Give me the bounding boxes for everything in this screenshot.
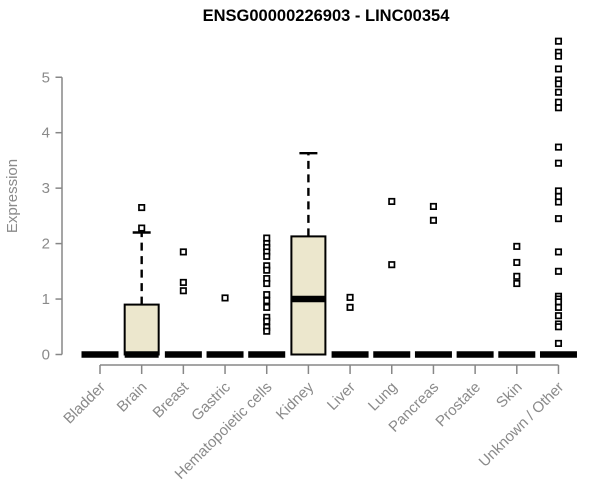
outlier-point <box>346 303 354 311</box>
outlier-point <box>388 197 396 206</box>
outlier-point <box>554 98 563 106</box>
outlier-point <box>429 216 437 224</box>
boxplot-gastric <box>206 294 244 358</box>
outlier-point <box>554 88 563 96</box>
outlier-point <box>263 297 271 305</box>
outlier-point <box>138 224 146 232</box>
box <box>123 303 160 356</box>
outlier-point <box>263 327 271 335</box>
outlier-point <box>513 242 521 250</box>
y-tick-label-0: 0 <box>42 347 50 364</box>
outlier-point <box>388 261 396 269</box>
outlier-point <box>179 248 187 256</box>
outlier-point <box>263 234 271 242</box>
x-tick-label-skin: Skin <box>493 379 526 412</box>
boxplot-liver <box>331 293 369 358</box>
plot-area <box>81 37 577 358</box>
outlier-point <box>429 202 437 210</box>
outlier-point <box>221 294 229 302</box>
outlier-point <box>554 248 563 256</box>
y-tick-label-1: 1 <box>42 291 50 308</box>
outlier-point <box>554 215 563 223</box>
outlier-point <box>554 267 563 275</box>
y-axis: 0 1 2 3 4 5 <box>42 69 63 364</box>
outlier-point <box>263 252 271 260</box>
outlier-point <box>263 317 271 325</box>
outlier-point <box>179 278 187 286</box>
outlier-point <box>554 192 563 201</box>
outlier-point <box>554 104 563 112</box>
outlier-point <box>554 80 563 88</box>
outlier-point <box>263 279 271 288</box>
boxplot-skin <box>498 242 536 358</box>
outlier-point <box>554 303 563 311</box>
outlier-point <box>263 266 271 274</box>
x-tick-label-prostate: Prostate <box>432 379 484 431</box>
outlier-point <box>554 198 563 206</box>
x-tick-label-liver: Liver <box>324 379 359 414</box>
boxplot-brain <box>123 204 160 358</box>
y-tick-label-5: 5 <box>42 69 50 86</box>
x-tick-label-lung: Lung <box>365 379 401 415</box>
y-axis-title: Expression <box>4 159 21 233</box>
outlier-point <box>179 287 187 295</box>
outlier-point <box>554 298 563 306</box>
outlier-point <box>554 339 563 347</box>
outlier-point <box>554 37 563 45</box>
outlier-point <box>513 272 521 280</box>
boxplot-unknown-other <box>539 37 577 358</box>
box <box>290 235 327 356</box>
boxplot-kidney <box>290 152 327 356</box>
outlier-point <box>554 187 563 195</box>
outlier-point <box>346 293 354 301</box>
boxplot-pancreas <box>414 202 452 358</box>
x-tick-label-breast: Breast <box>150 378 193 421</box>
outlier-point <box>138 204 146 212</box>
outlier-point <box>554 65 563 73</box>
x-tick-label-brain: Brain <box>114 379 151 416</box>
outlier-point <box>554 52 563 60</box>
y-tick-label-2: 2 <box>42 236 50 253</box>
boxplot-breast <box>164 248 202 358</box>
x-tick-label-kidney: Kidney <box>273 378 318 423</box>
y-tick-label-4: 4 <box>42 125 50 142</box>
chart-title: ENSG00000226903 - LINC00354 <box>203 7 451 25</box>
x-tick-label-bladder: Bladder <box>60 379 109 428</box>
outlier-point <box>554 159 563 167</box>
boxplot-lung <box>373 197 411 358</box>
outlier-point <box>263 303 271 311</box>
outlier-point <box>554 312 563 320</box>
outlier-point <box>554 323 563 331</box>
y-tick-label-3: 3 <box>42 180 50 197</box>
outlier-point <box>554 143 563 151</box>
outlier-point <box>513 279 521 288</box>
outlier-point <box>263 291 271 299</box>
boxplot-hematopoietic-cells <box>248 234 286 358</box>
outlier-point <box>513 258 521 267</box>
